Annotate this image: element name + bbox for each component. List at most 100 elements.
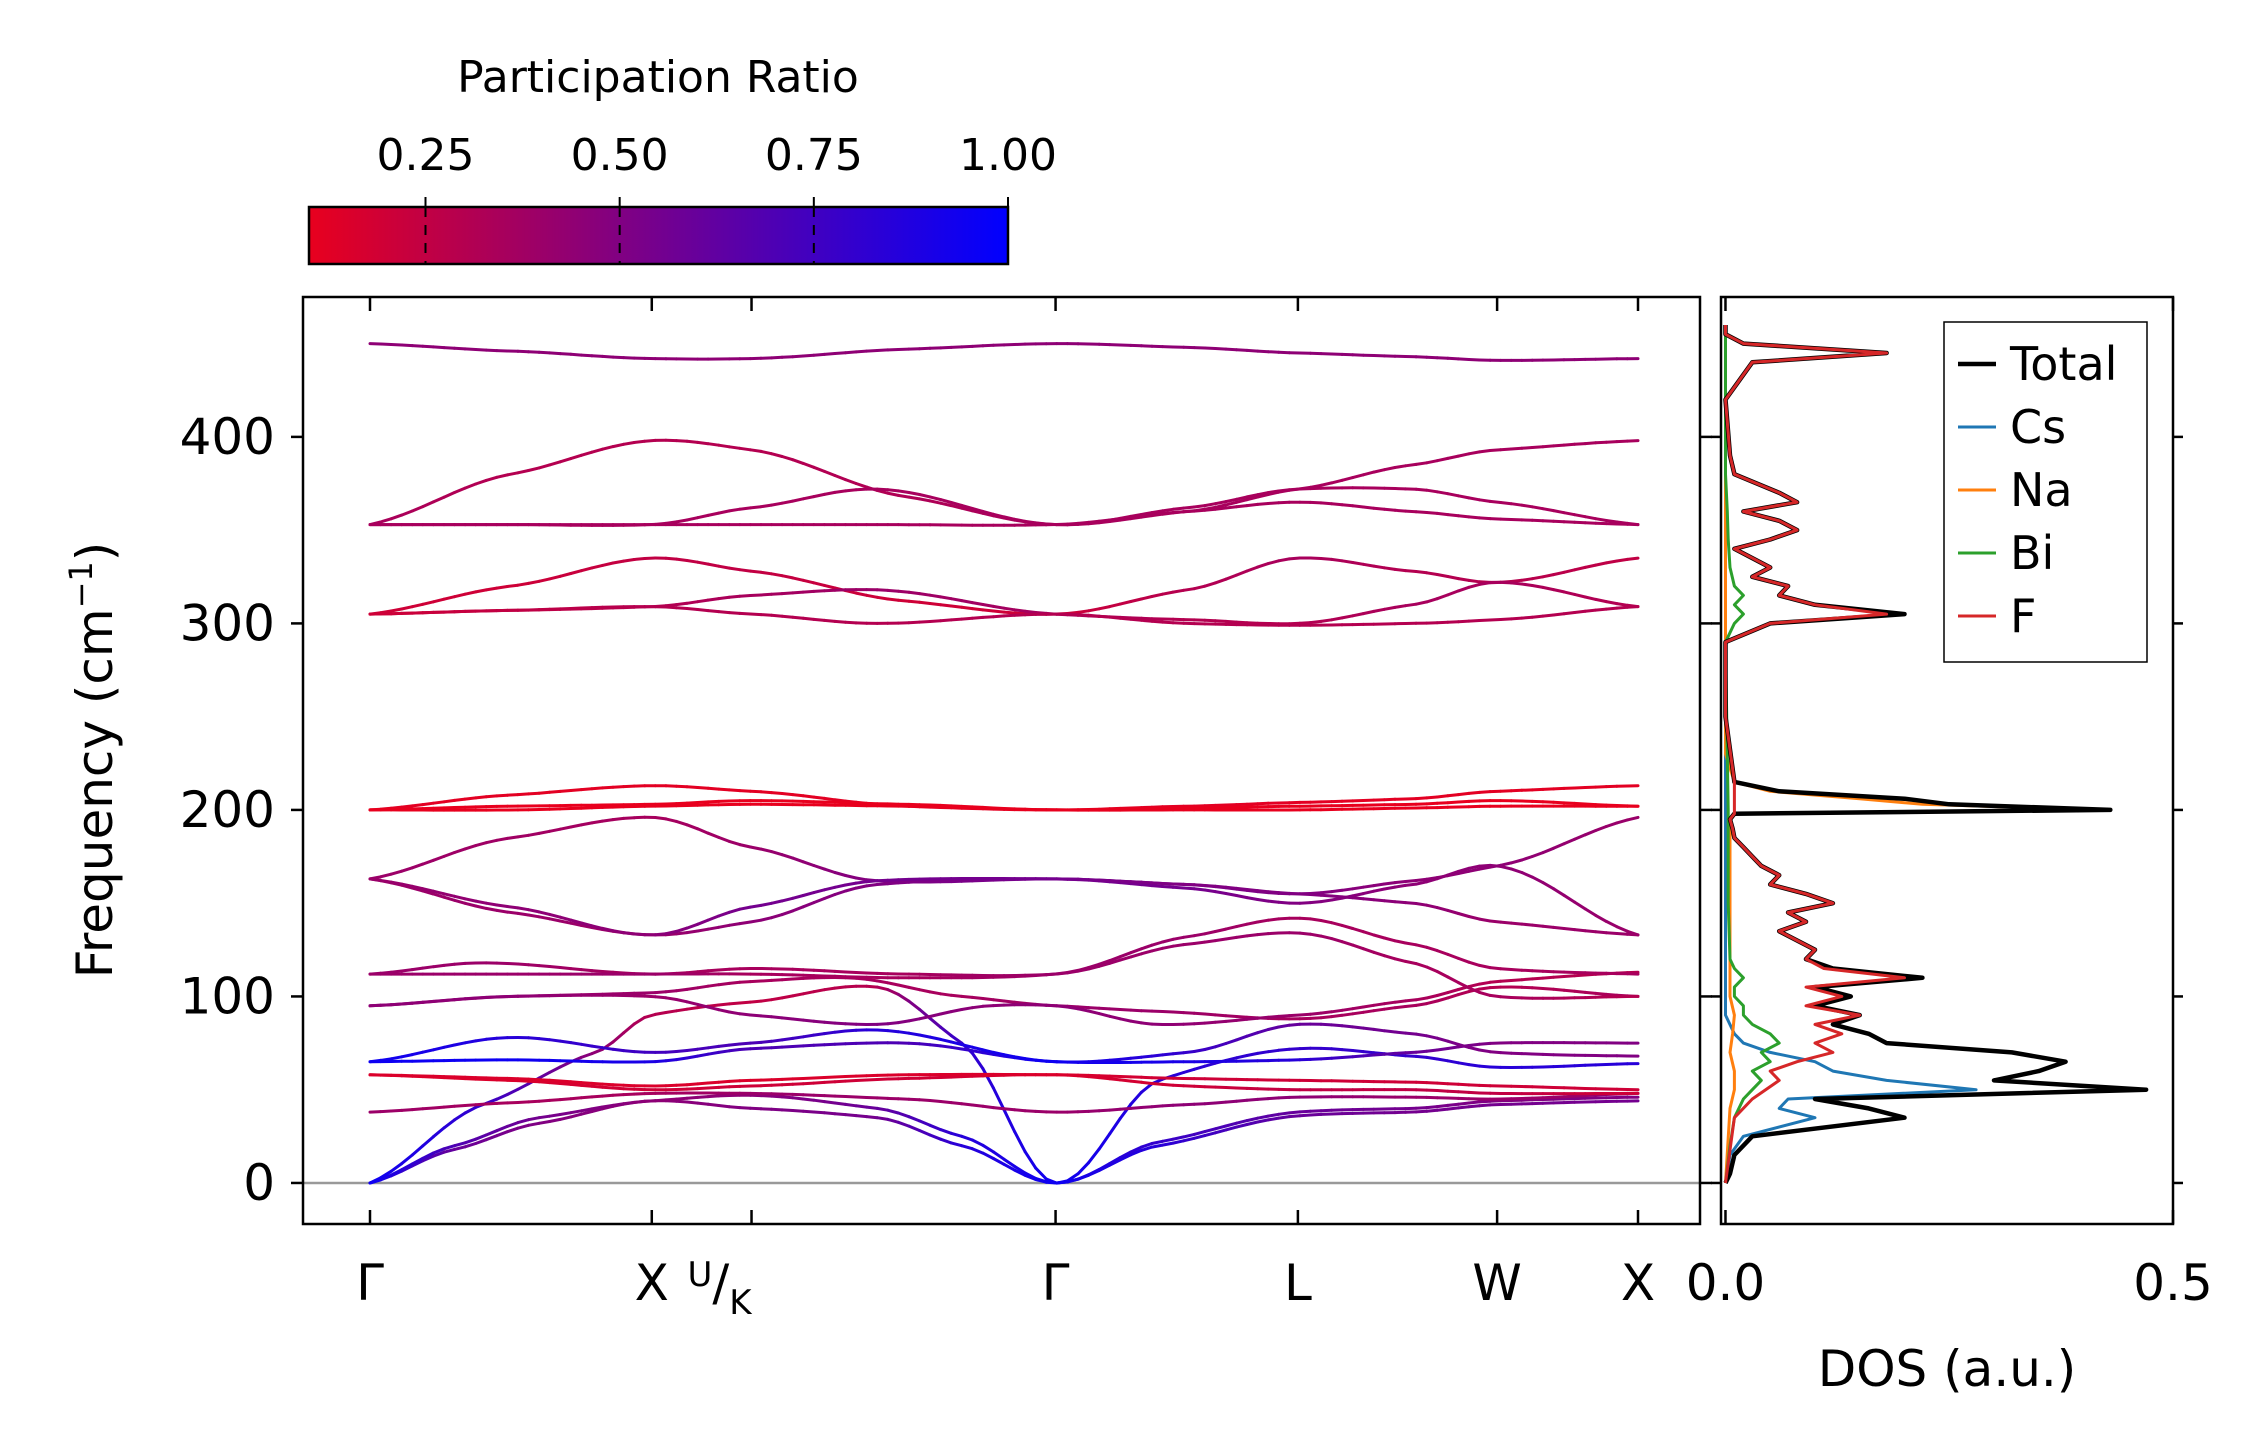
band-segment bbox=[1161, 1103, 1175, 1108]
band-segment bbox=[1340, 1048, 1355, 1052]
band-segment bbox=[949, 1131, 964, 1138]
band-segment bbox=[896, 1120, 911, 1128]
band-segment bbox=[1583, 515, 1598, 521]
band-segment bbox=[1372, 506, 1386, 511]
band-segment bbox=[1118, 1150, 1133, 1160]
band-segment bbox=[601, 1093, 615, 1098]
band-segment bbox=[854, 876, 869, 882]
band-segment bbox=[1520, 582, 1534, 587]
band-segment bbox=[1139, 1145, 1154, 1152]
band-segment bbox=[1340, 476, 1355, 482]
band-segment bbox=[1414, 1032, 1429, 1038]
band-segment bbox=[1478, 516, 1492, 521]
band-segment bbox=[1404, 959, 1418, 966]
band-segment bbox=[569, 823, 583, 829]
band-segment bbox=[1604, 559, 1619, 565]
band-segment bbox=[495, 793, 509, 798]
band-segment bbox=[991, 1050, 1006, 1057]
band-segment bbox=[484, 475, 499, 482]
band-segment bbox=[400, 1153, 414, 1166]
band-segment bbox=[1467, 619, 1481, 623]
band-segment bbox=[611, 355, 626, 360]
band-segment bbox=[1520, 985, 1534, 990]
band-segment bbox=[1340, 1012, 1355, 1017]
band-segment bbox=[1530, 505, 1545, 511]
band-segment bbox=[1446, 908, 1460, 915]
band-segment bbox=[939, 498, 953, 504]
band-segment bbox=[717, 1043, 731, 1048]
band-segment bbox=[1552, 842, 1566, 850]
band-segment bbox=[1245, 888, 1260, 893]
band-segment bbox=[981, 997, 995, 1002]
band-segment bbox=[1224, 885, 1238, 890]
band-segment bbox=[780, 355, 795, 359]
band-segment bbox=[569, 918, 583, 925]
band-segment bbox=[431, 597, 446, 604]
band-segment bbox=[463, 996, 478, 1001]
colorbar-tick-label: 0.50 bbox=[571, 130, 669, 181]
band-segment bbox=[918, 1015, 932, 1021]
band-segment bbox=[1298, 916, 1312, 921]
band-segment bbox=[706, 511, 721, 517]
band-segment bbox=[875, 1096, 890, 1100]
band-segment bbox=[1087, 1147, 1101, 1165]
band-segment bbox=[1266, 899, 1281, 904]
band-segment bbox=[1287, 487, 1302, 492]
band-segment bbox=[674, 1099, 689, 1104]
band-segment bbox=[822, 1111, 837, 1116]
band-segment bbox=[1129, 952, 1143, 959]
band-segment bbox=[474, 348, 488, 352]
band-segment bbox=[1393, 1030, 1407, 1035]
band-segment bbox=[421, 965, 435, 970]
band-segment bbox=[1182, 1136, 1196, 1143]
band-segment bbox=[1150, 1104, 1164, 1109]
band-segment bbox=[1425, 488, 1439, 494]
band-segment bbox=[717, 1079, 731, 1084]
band-segment bbox=[389, 607, 404, 613]
band-segment bbox=[822, 1042, 837, 1047]
band-segment bbox=[1161, 620, 1175, 625]
band-segment bbox=[1308, 893, 1323, 897]
band-segment bbox=[1034, 1176, 1048, 1184]
band-segment bbox=[674, 801, 689, 806]
band-segment bbox=[674, 601, 689, 607]
band-segment bbox=[1456, 494, 1471, 500]
band-segment bbox=[1150, 946, 1164, 953]
band-segment bbox=[1108, 1117, 1122, 1136]
band-segment bbox=[770, 1107, 784, 1112]
band-segment bbox=[389, 880, 404, 886]
band-segment bbox=[949, 1034, 964, 1045]
band-segment bbox=[505, 962, 520, 966]
band-segment bbox=[717, 1002, 731, 1007]
band-segment bbox=[1340, 887, 1355, 892]
band-segment bbox=[1573, 928, 1587, 933]
band-segment bbox=[1404, 1031, 1418, 1036]
band-segment bbox=[1245, 502, 1260, 508]
band-segment bbox=[1192, 932, 1207, 938]
band-segment bbox=[1372, 607, 1386, 613]
band-segment bbox=[674, 606, 689, 610]
band-segment bbox=[442, 1118, 456, 1130]
band-segment bbox=[1319, 557, 1334, 561]
band-segment bbox=[622, 1022, 636, 1035]
band-segment bbox=[1446, 988, 1460, 995]
band-segment bbox=[453, 997, 467, 1002]
band-segment bbox=[569, 1096, 583, 1101]
band-segment bbox=[1235, 498, 1249, 504]
band-segment bbox=[780, 455, 795, 462]
dos-axes: 0.0 0.5 bbox=[1686, 297, 2213, 1312]
band-segment bbox=[569, 352, 583, 357]
band-segment bbox=[1213, 937, 1228, 943]
band-segment bbox=[918, 592, 932, 597]
band-segment bbox=[1224, 497, 1238, 504]
band-segment bbox=[1509, 858, 1524, 865]
band-segment bbox=[1213, 1013, 1228, 1018]
band-segment bbox=[1414, 796, 1429, 801]
band-segment bbox=[833, 351, 847, 355]
band-segment bbox=[421, 500, 435, 509]
band-segment bbox=[1509, 578, 1524, 583]
band-segment bbox=[664, 996, 678, 1001]
band-segment bbox=[569, 1041, 583, 1046]
band-segment bbox=[822, 1100, 837, 1105]
band-segment bbox=[1013, 1055, 1027, 1061]
